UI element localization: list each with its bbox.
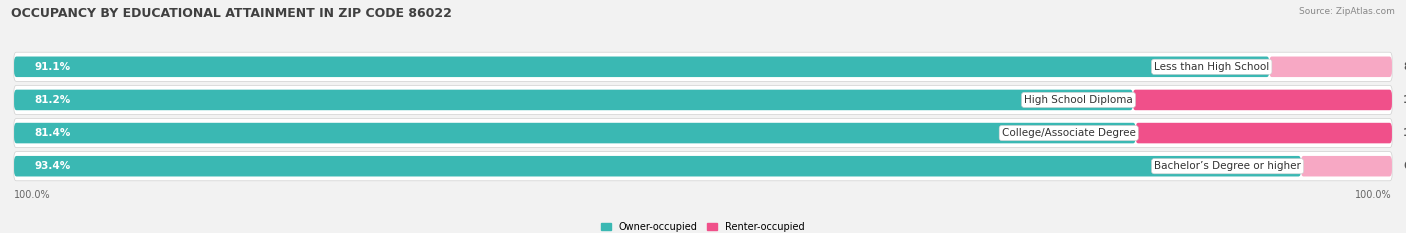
Text: Bachelor’s Degree or higher: Bachelor’s Degree or higher bbox=[1154, 161, 1301, 171]
FancyBboxPatch shape bbox=[14, 152, 1392, 181]
Text: 6.6%: 6.6% bbox=[1403, 161, 1406, 171]
FancyBboxPatch shape bbox=[1270, 57, 1392, 77]
Text: 8.9%: 8.9% bbox=[1403, 62, 1406, 72]
FancyBboxPatch shape bbox=[1133, 90, 1392, 110]
Text: College/Associate Degree: College/Associate Degree bbox=[1002, 128, 1136, 138]
Text: High School Diploma: High School Diploma bbox=[1024, 95, 1133, 105]
FancyBboxPatch shape bbox=[14, 85, 1392, 114]
Text: 100.0%: 100.0% bbox=[14, 190, 51, 200]
Text: 81.4%: 81.4% bbox=[35, 128, 72, 138]
FancyBboxPatch shape bbox=[1301, 156, 1392, 176]
FancyBboxPatch shape bbox=[1136, 123, 1392, 143]
Text: OCCUPANCY BY EDUCATIONAL ATTAINMENT IN ZIP CODE 86022: OCCUPANCY BY EDUCATIONAL ATTAINMENT IN Z… bbox=[11, 7, 453, 20]
Legend: Owner-occupied, Renter-occupied: Owner-occupied, Renter-occupied bbox=[598, 218, 808, 233]
Text: 100.0%: 100.0% bbox=[1355, 190, 1392, 200]
FancyBboxPatch shape bbox=[14, 119, 1392, 148]
Text: 91.1%: 91.1% bbox=[35, 62, 70, 72]
Text: 18.6%: 18.6% bbox=[1403, 128, 1406, 138]
FancyBboxPatch shape bbox=[14, 123, 1136, 143]
FancyBboxPatch shape bbox=[14, 57, 1270, 77]
Text: Source: ZipAtlas.com: Source: ZipAtlas.com bbox=[1299, 7, 1395, 16]
Text: 81.2%: 81.2% bbox=[35, 95, 70, 105]
Text: Less than High School: Less than High School bbox=[1154, 62, 1270, 72]
Text: 18.8%: 18.8% bbox=[1403, 95, 1406, 105]
FancyBboxPatch shape bbox=[14, 52, 1392, 81]
FancyBboxPatch shape bbox=[14, 90, 1133, 110]
FancyBboxPatch shape bbox=[14, 156, 1301, 176]
Text: 93.4%: 93.4% bbox=[35, 161, 70, 171]
